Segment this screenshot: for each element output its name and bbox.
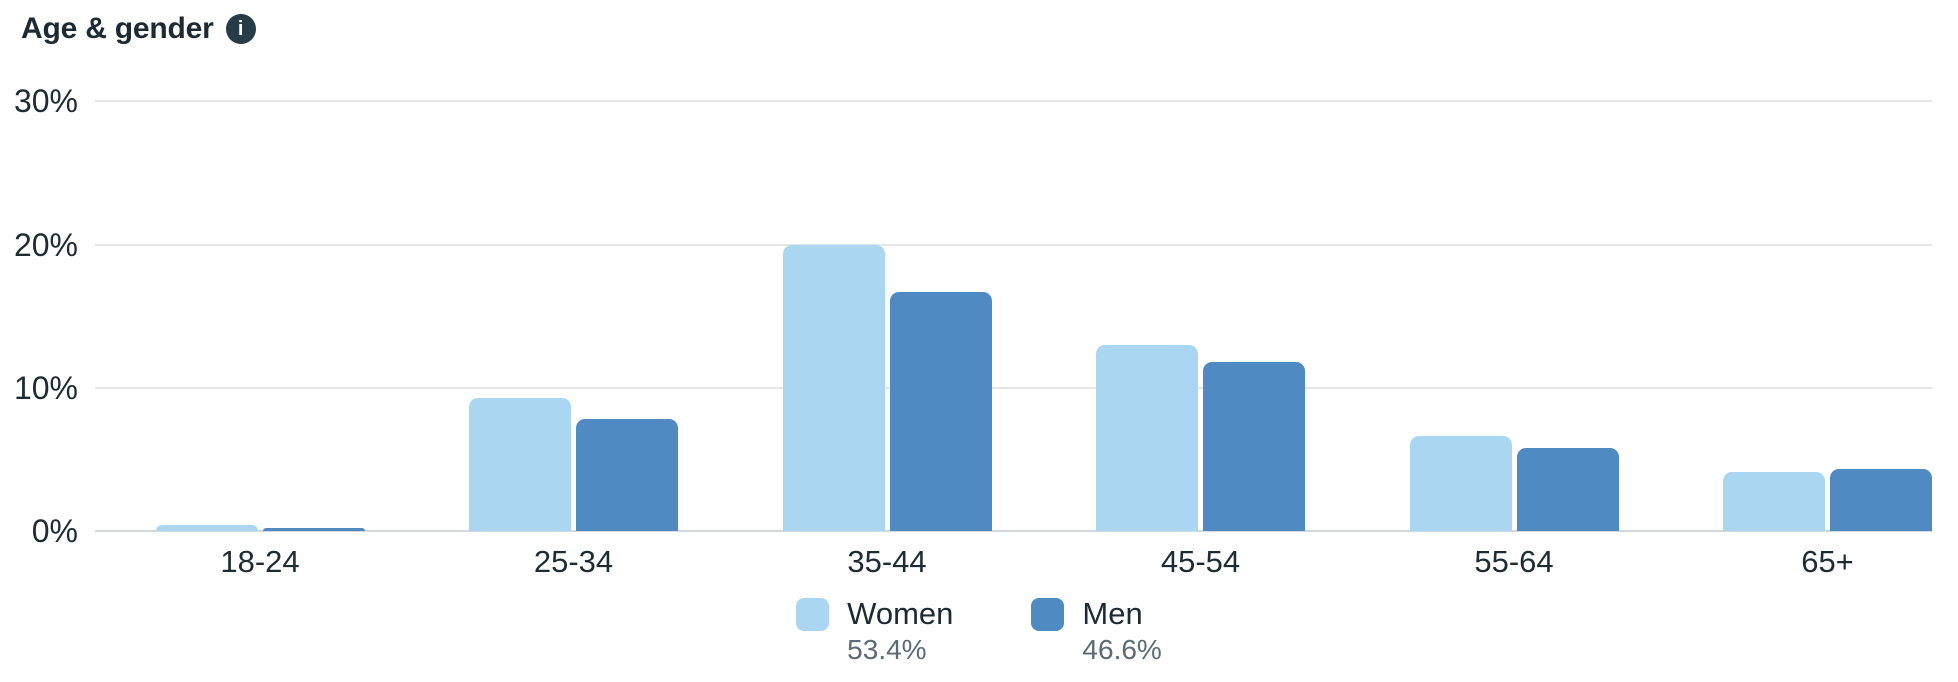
info-icon[interactable]: i — [225, 14, 256, 44]
bar-men-35-44[interactable] — [889, 291, 992, 531]
legend-item-men: Men 46.6% — [1031, 596, 1162, 666]
bar-men-25-34[interactable] — [576, 419, 678, 531]
legend-swatch-men — [1031, 598, 1065, 631]
gridline-30% — [95, 100, 1932, 103]
bar-women-25-34[interactable] — [469, 397, 571, 531]
bar-women-35-44[interactable] — [782, 244, 885, 531]
y-axis-tick-20%: 20% — [13, 226, 78, 263]
bar-men-55-64[interactable] — [1516, 447, 1619, 531]
legend-label-women: Women — [847, 596, 954, 631]
legend-texts-men: Men 46.6% — [1082, 596, 1161, 666]
legend-label-men: Men — [1082, 596, 1143, 631]
chart-header: Age & gender i — [21, 12, 256, 46]
age-gender-chart: 30% 20% 10% 0% 18-24 25-34 35-44 45-54 55-64 65+ — [13, 83, 1932, 579]
bar-men-45-54[interactable] — [1203, 362, 1305, 531]
bar-men-18-24[interactable] — [262, 528, 365, 531]
x-axis-label-18-24: 18-24 — [220, 544, 300, 579]
bar-women-45-54[interactable] — [1096, 344, 1198, 531]
legend-share-men: 46.6% — [1082, 634, 1162, 665]
x-axis-label-55-64: 55-64 — [1474, 544, 1554, 579]
y-axis-tick-0%: 0% — [31, 513, 78, 549]
gridline-0% — [95, 530, 1932, 532]
bar-women-18-24[interactable] — [155, 525, 258, 531]
legend-swatch-women — [796, 598, 830, 631]
legend-texts-women: Women 53.4% — [847, 596, 953, 666]
gridline-20% — [95, 243, 1932, 246]
chart-title: Age & gender — [21, 12, 214, 45]
x-axis-label-25-34: 25-34 — [533, 544, 614, 579]
chart-legend: Women 53.4% Men 46.6% — [0, 596, 1958, 666]
x-axis-label-65+: 65+ — [1801, 544, 1854, 579]
y-axis-tick-10%: 10% — [13, 369, 78, 406]
gridline-10% — [95, 386, 1932, 389]
y-axis-tick-30%: 30% — [13, 83, 78, 120]
bar-women-55-64[interactable] — [1409, 436, 1512, 531]
x-axis-label-35-44: 35-44 — [847, 544, 927, 579]
bar-women-65+[interactable] — [1723, 472, 1825, 531]
x-axis-label-45-54: 45-54 — [1160, 544, 1241, 579]
legend-share-women: 53.4% — [847, 634, 927, 665]
bar-men-65+[interactable] — [1830, 469, 1932, 531]
legend-item-women: Women 53.4% — [796, 596, 953, 666]
